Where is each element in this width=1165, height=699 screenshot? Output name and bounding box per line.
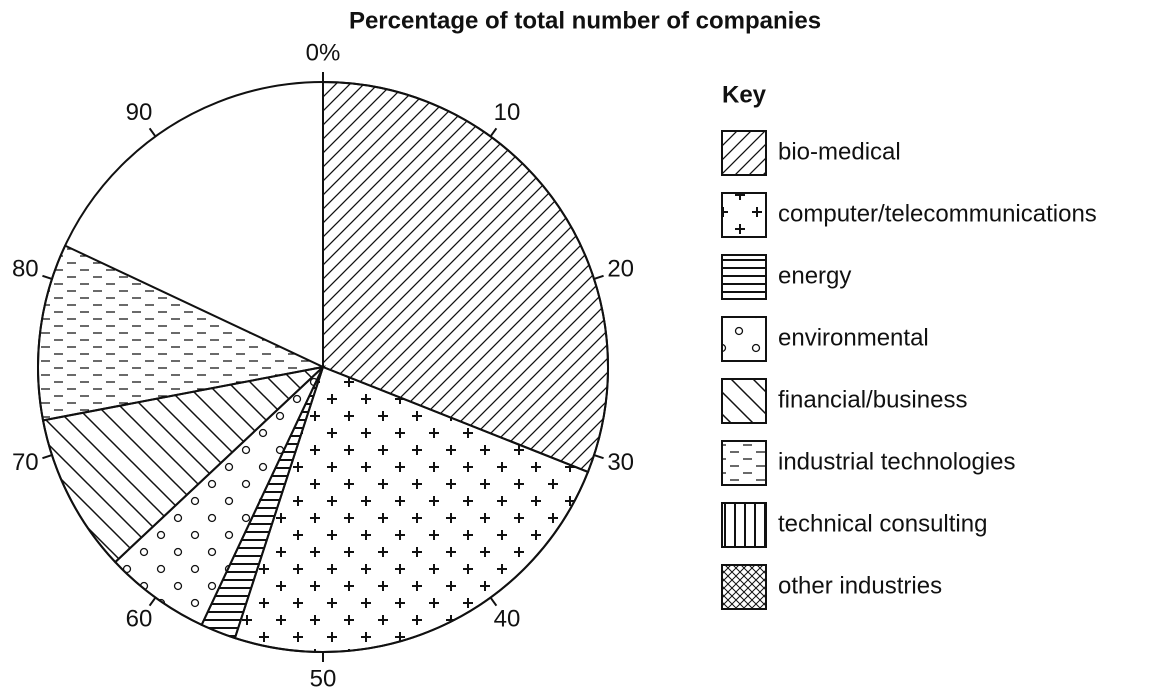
legend-swatch: [721, 502, 767, 548]
tick-label: 50: [310, 665, 337, 692]
legend-label: other industries: [778, 572, 942, 599]
tick-label: 80: [12, 256, 39, 283]
tick-mark: [593, 274, 604, 280]
pie-slice: [322, 80, 609, 474]
tick-label: 30: [607, 449, 634, 476]
legend-title: Key: [722, 81, 767, 108]
tick-mark: [489, 127, 498, 138]
legend-swatch: [721, 192, 767, 238]
tick-label: 20: [607, 256, 634, 283]
legend-label: bio-medical: [778, 138, 901, 165]
pie-slice: [37, 244, 327, 422]
legend-swatch: [721, 440, 767, 486]
legend-swatch: [721, 130, 767, 176]
tick-label: 60: [126, 606, 153, 633]
legend-label: computer/telecommunications: [778, 200, 1097, 227]
legend-swatch: [721, 254, 767, 300]
legend-label: industrial technologies: [778, 448, 1015, 475]
pie-slice: [41, 365, 327, 564]
legend-label: energy: [778, 262, 851, 289]
tick-label: 0%: [306, 39, 341, 66]
tick-label: 10: [494, 99, 521, 126]
tick-label: 90: [126, 99, 153, 126]
tick-mark: [148, 127, 157, 138]
legend-swatch: [721, 378, 767, 424]
tick-mark: [489, 596, 498, 607]
tick-mark: [42, 454, 53, 460]
legend-label: environmental: [778, 324, 929, 351]
tick-label: 40: [494, 606, 521, 633]
tick-label: 70: [12, 449, 39, 476]
legend-label: technical consulting: [778, 510, 987, 537]
tick-mark: [593, 454, 604, 460]
legend-swatch: [721, 564, 767, 610]
legend-swatch: [721, 316, 767, 362]
legend-label: financial/business: [778, 386, 967, 413]
pie-slice: [233, 365, 590, 653]
chart-title: Percentage of total number of companies: [349, 7, 821, 34]
tick-mark: [42, 274, 53, 280]
tick-mark: [148, 596, 157, 607]
